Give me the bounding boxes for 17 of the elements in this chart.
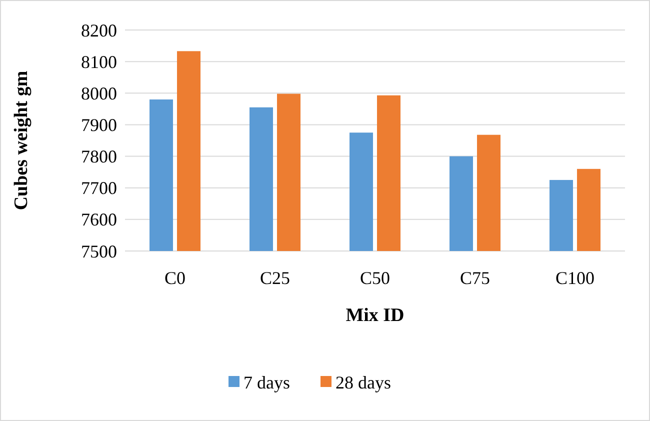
x-tick-label: C75 — [460, 268, 490, 288]
y-tick-label: 7800 — [81, 146, 117, 167]
y-tick-label: 8100 — [81, 52, 117, 72]
x-tick-label: C0 — [164, 268, 186, 288]
y-tick-label: 7600 — [81, 210, 117, 230]
y-axis-title: Cubes weight gm — [11, 70, 32, 210]
legend-label: 7 days — [244, 372, 290, 392]
x-tick-label: C50 — [360, 268, 390, 288]
x-axis-title: Mix ID — [346, 305, 404, 326]
x-tick-label: C100 — [555, 268, 595, 288]
y-tick-label: 7700 — [81, 178, 117, 198]
y-tick-label: 8200 — [81, 20, 117, 40]
legend-label: 28 days — [336, 372, 391, 392]
y-tick-label: 7900 — [81, 115, 117, 136]
y-tick-label: 8000 — [81, 83, 117, 104]
y-tick-label: 7500 — [81, 241, 117, 262]
x-tick-label: C25 — [260, 268, 290, 288]
